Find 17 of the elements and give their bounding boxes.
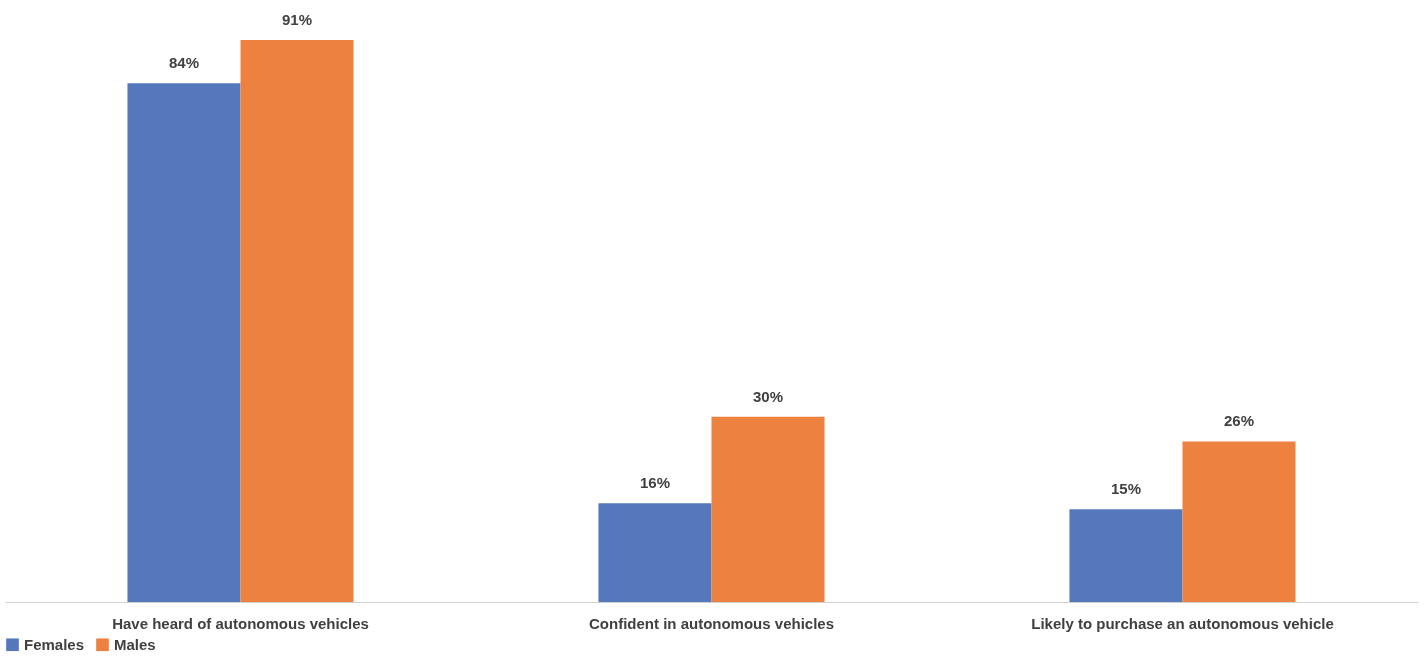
bar bbox=[240, 40, 354, 602]
data-label: 84% bbox=[168, 54, 199, 72]
data-label: 91% bbox=[282, 11, 313, 28]
bar bbox=[1069, 509, 1183, 602]
legend-label: Males bbox=[114, 635, 156, 653]
legend-label: Females bbox=[24, 635, 85, 653]
data-label: 15% bbox=[1110, 480, 1141, 498]
bar bbox=[598, 503, 712, 602]
data-label: 16% bbox=[639, 474, 670, 492]
bar bbox=[711, 416, 825, 602]
data-label: 26% bbox=[1224, 412, 1255, 430]
bar bbox=[1182, 441, 1296, 602]
x-tick-label: Confident in autonomous vehicles bbox=[588, 614, 835, 632]
x-tick-label: Have heard of autonomous vehicles bbox=[112, 614, 369, 632]
data-label: 30% bbox=[753, 387, 784, 405]
bar bbox=[127, 83, 241, 602]
x-tick-label: Likely to purchase an autonomous vehicle bbox=[1031, 614, 1334, 632]
